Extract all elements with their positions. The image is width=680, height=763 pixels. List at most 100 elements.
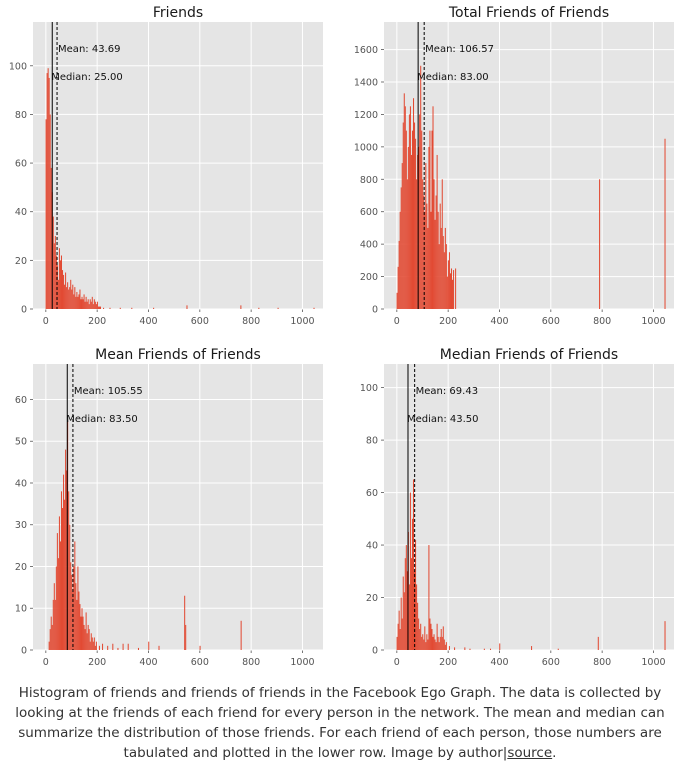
histogram-bar (445, 244, 447, 309)
histogram-bar (443, 252, 445, 309)
histogram-bar (426, 203, 428, 309)
histogram-bar (52, 216, 54, 309)
histogram-bar (65, 272, 67, 309)
histogram-bar (75, 583, 77, 650)
histogram-bar (441, 179, 443, 309)
histogram-bar (413, 479, 415, 650)
histogram-bar (433, 179, 435, 309)
histogram-bar (53, 583, 55, 650)
y-tick-label: 400 (360, 240, 378, 251)
y-tick-label: 0 (372, 646, 378, 657)
y-tick-label: 60 (15, 159, 27, 170)
histogram-bar (313, 307, 315, 309)
histogram-bar (407, 146, 409, 309)
histogram-bar (396, 636, 398, 650)
histogram-bar (99, 306, 102, 309)
histogram-bar (400, 187, 402, 309)
histogram-bar (71, 574, 73, 650)
histogram-bar (83, 624, 85, 650)
histogram-bar (48, 77, 50, 310)
histogram-bar (46, 73, 48, 310)
histogram-bar (87, 624, 89, 650)
x-tick-label: 800 (242, 316, 260, 327)
histogram-bar (78, 591, 80, 650)
y-tick-label: 20 (366, 593, 378, 604)
x-tick-label: 400 (490, 657, 508, 668)
histogram-bar (664, 621, 666, 650)
histogram-bar (410, 558, 412, 650)
histogram-bar (77, 566, 79, 650)
histogram-bar (442, 236, 444, 309)
histogram-bar (82, 616, 84, 650)
histogram-bar (70, 562, 72, 650)
histogram-bar (80, 299, 82, 309)
histogram-bar (454, 647, 456, 650)
histogram-bar (435, 195, 437, 309)
x-tick-label: 0 (394, 316, 400, 327)
histogram-bar (117, 647, 119, 650)
x-tick-label: 800 (593, 657, 611, 668)
histogram-bar (92, 304, 94, 309)
histogram-bar (58, 248, 60, 309)
histogram-bar (439, 203, 441, 309)
histogram-bar (158, 645, 160, 650)
histogram-bar (452, 279, 454, 309)
median-annotation: Median: 83.50 (66, 414, 138, 425)
y-tick-label: 10 (15, 604, 27, 615)
histogram-bar (443, 639, 445, 650)
chart-3: 0 200 400 600 800 1000 0 20 40 60 80 100 Mean: 69.43… (360, 347, 674, 668)
histogram-bar (59, 541, 61, 650)
histogram-bar (409, 492, 411, 650)
histogram-bar (52, 599, 54, 650)
histogram-bar (438, 244, 440, 309)
histogram-bar (448, 646, 450, 650)
histogram-bar (405, 545, 407, 650)
histogram-bar (94, 645, 96, 650)
histogram-bar (62, 270, 64, 309)
histogram-bar (87, 299, 89, 309)
source-link[interactable]: source (507, 745, 553, 761)
histogram-bar (441, 636, 443, 650)
x-tick-label: 200 (439, 316, 457, 327)
histogram-bar (84, 629, 86, 650)
histogram-bar (95, 304, 97, 309)
histogram-bar (96, 301, 98, 309)
histogram-bar (50, 616, 52, 650)
histogram-bar (429, 618, 431, 650)
histogram-bar (450, 268, 453, 309)
histogram-bar (445, 642, 447, 650)
histogram-bar (483, 648, 485, 650)
histogram-bar (436, 623, 438, 650)
histogram-bar (414, 122, 416, 310)
histogram-bar (434, 639, 436, 650)
y-tick-label: 100 (9, 61, 27, 72)
chart-title: Median Friends of Friends (440, 347, 618, 363)
histogram-bar (55, 255, 57, 309)
y-tick-label: 50 (15, 437, 27, 448)
y-tick-label: 1400 (354, 77, 378, 88)
histogram-bar (404, 558, 406, 650)
x-tick-label: 800 (593, 316, 611, 327)
histogram-bar (66, 287, 68, 309)
histogram-bar (73, 566, 75, 650)
histogram-bar (107, 645, 109, 650)
mean-annotation: Mean: 105.55 (74, 386, 143, 397)
histogram-bar (79, 289, 81, 309)
histogram-figure: 0 200 400 600 800 1000 0 20 40 60 80 100 Mean: 43.69… (9, 5, 674, 668)
histogram-bar (51, 624, 53, 650)
histogram-bar (421, 130, 423, 309)
x-tick-label: 800 (242, 657, 260, 668)
histogram-bar (431, 629, 433, 650)
histogram-bar (417, 602, 419, 650)
histogram-bar (420, 623, 422, 650)
chart-title: Friends (153, 5, 203, 21)
histogram-bar (398, 610, 400, 650)
histogram-bar (402, 576, 404, 650)
histogram-bar (398, 240, 400, 309)
histogram-bar (557, 648, 559, 650)
chart-2: 0 200 400 600 800 1000 0 10 20 30 40 50 60 Mean: 105.… (15, 347, 323, 668)
mean-annotation: Mean: 69.43 (416, 386, 478, 397)
histogram-bar (74, 541, 76, 650)
histogram-bar (531, 646, 533, 650)
histogram-bar (94, 301, 96, 309)
